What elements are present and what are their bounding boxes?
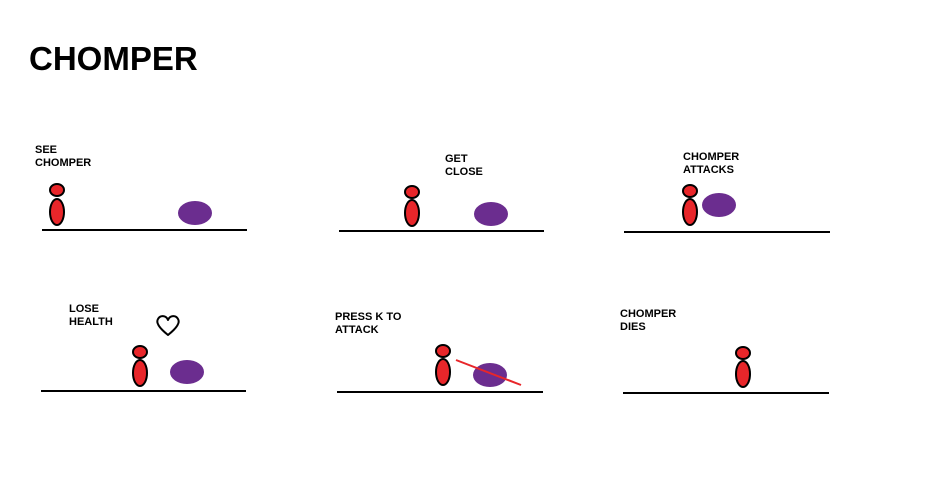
- panel-6-player: [735, 346, 751, 388]
- panel-3-scene: [624, 184, 830, 233]
- panel-6-label: CHOMPER DIES: [620, 308, 677, 333]
- panel-1-chomper: [178, 201, 212, 225]
- panel-5-chomper: [473, 363, 507, 387]
- panel-5-label: PRESS K TO ATTACK: [335, 311, 402, 336]
- panel-2-player: [404, 185, 420, 227]
- panel-1-label: SEE CHOMPER: [35, 144, 92, 169]
- panel-3-label: CHOMPER ATTACKS: [683, 151, 740, 176]
- panel-3-chomper: [702, 193, 736, 217]
- panel-4-scene: [41, 315, 246, 392]
- panel-5-player: [435, 344, 451, 386]
- page-title: CHOMPER: [29, 40, 198, 77]
- panel-5-scene: [337, 344, 543, 393]
- attack-slash: [455, 359, 522, 386]
- panel-1-scene: [42, 183, 247, 231]
- heart-icon: [156, 315, 180, 336]
- panel-2-scene: [339, 185, 544, 232]
- panel-3-player: [682, 184, 698, 226]
- panel-1-player: [49, 183, 65, 226]
- panel-4-label: LOSE HEALTH: [69, 303, 113, 328]
- panel-2-label: GET CLOSE: [445, 153, 483, 178]
- panel-4-chomper: [170, 360, 204, 384]
- panel-6-scene: [623, 346, 829, 394]
- panel-2-chomper: [474, 202, 508, 226]
- panel-4-player: [132, 345, 148, 387]
